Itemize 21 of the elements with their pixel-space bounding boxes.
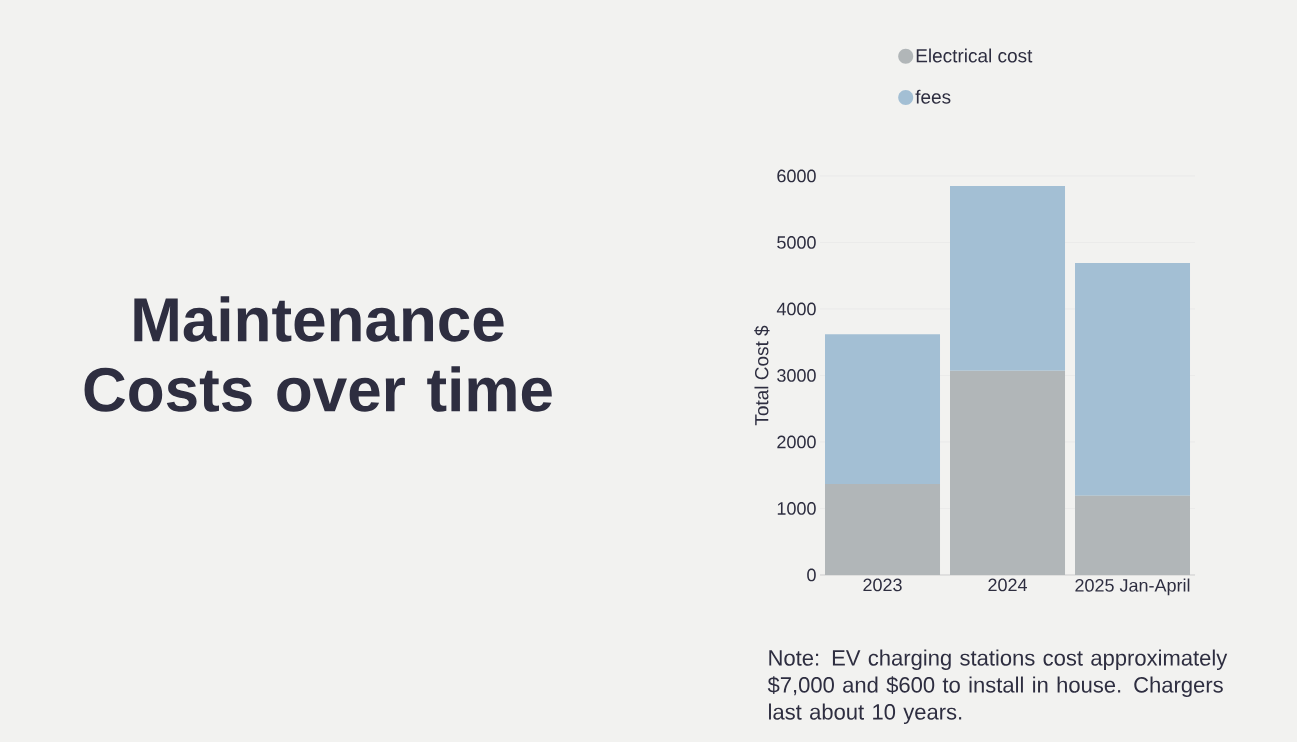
x-tick-label: 2025 Jan-April	[1075, 578, 1190, 596]
bar	[1075, 495, 1191, 575]
bar	[825, 483, 941, 575]
y-tick-label: 3000	[777, 369, 816, 382]
text: Maintenance Costs over time	[84, 296, 552, 412]
y-tick-label: 6000	[777, 169, 816, 183]
legend-label: Electrical cost	[916, 48, 1033, 63]
y-axis-title: Total Cost $	[754, 325, 770, 426]
legend-label: fees	[915, 89, 951, 104]
x-tick-label: 2023	[863, 578, 902, 592]
y-tick-label: 4000	[776, 302, 816, 316]
bar	[1075, 263, 1191, 496]
text: Note: EV charging stations cost approximately $7,000 and $600 to install in house. Chargers last about 10 years.	[767, 649, 1228, 725]
x-tick-label: 2024	[988, 578, 1027, 592]
bar	[950, 370, 1066, 575]
bar	[825, 334, 941, 484]
bar	[950, 185, 1066, 371]
y-tick-label: 1000	[777, 502, 816, 515]
y-tick-label: 0	[807, 568, 816, 582]
y-tick-label: 2000	[777, 435, 816, 449]
y-tick-label: 5000	[777, 236, 816, 249]
